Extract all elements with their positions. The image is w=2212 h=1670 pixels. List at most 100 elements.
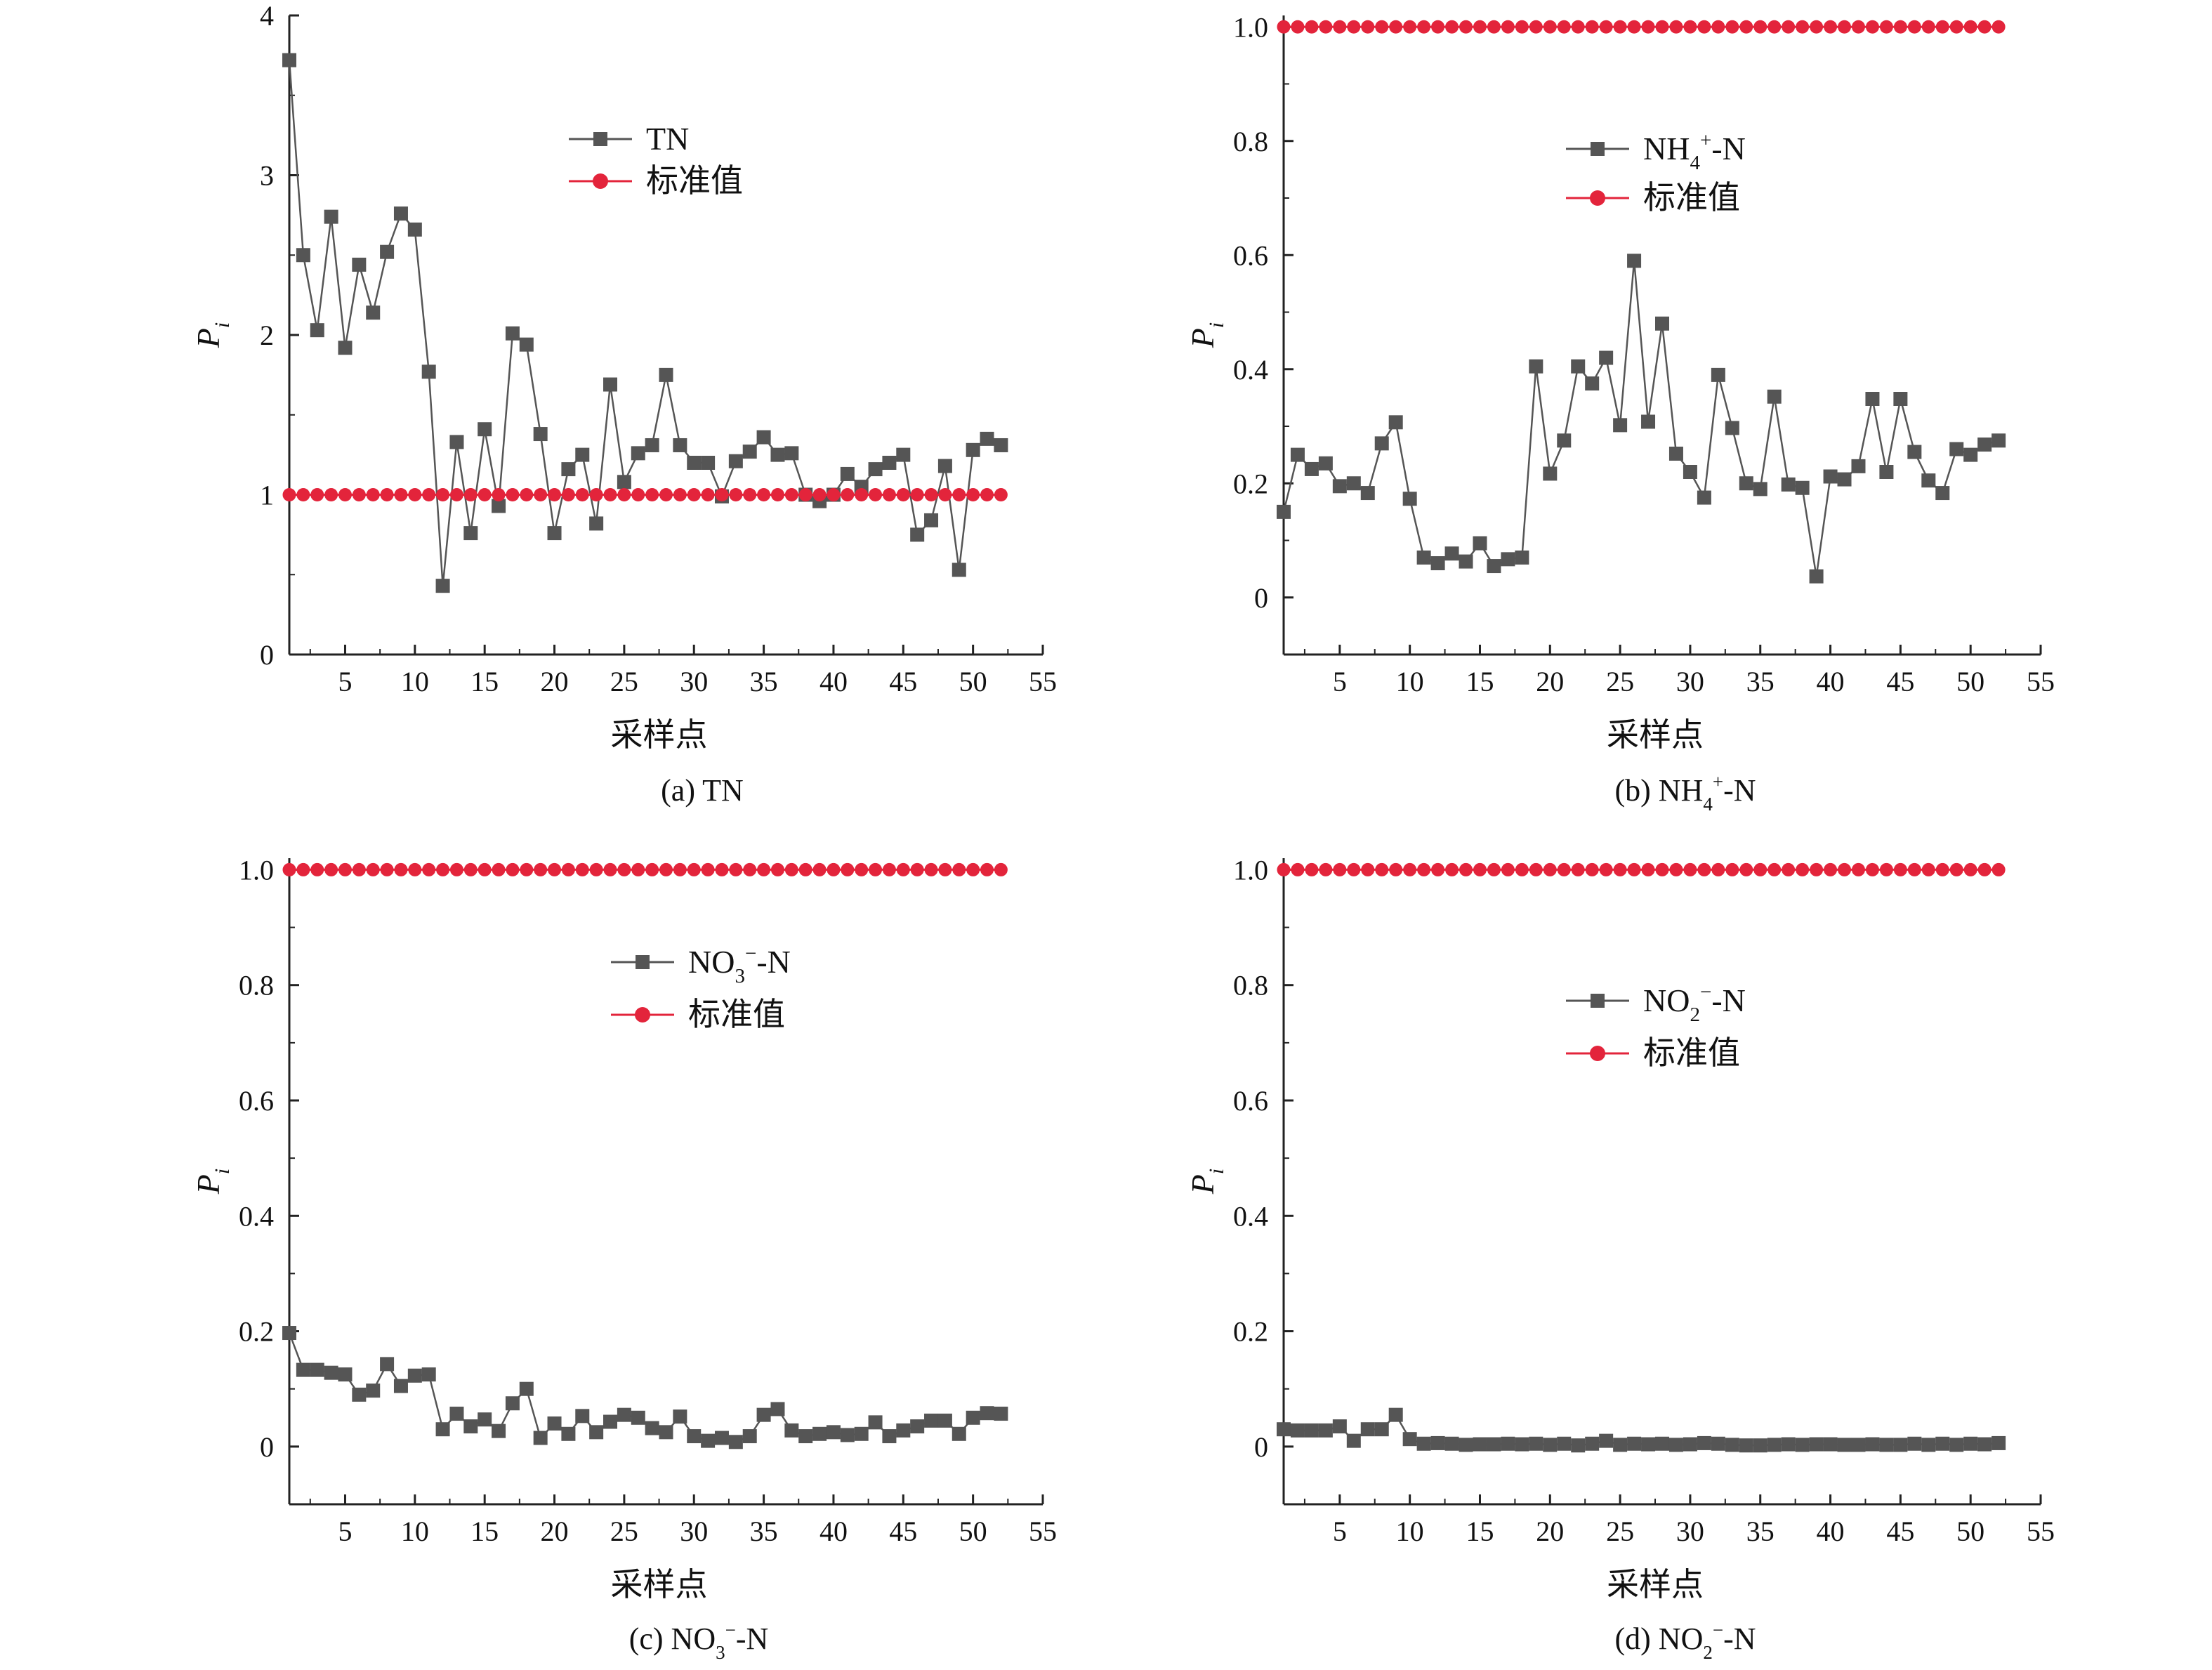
data-point <box>338 1367 353 1382</box>
data-point <box>1360 486 1375 501</box>
data-point <box>882 456 897 470</box>
data-point <box>841 488 855 501</box>
x-tick-label: 30 <box>1676 1516 1704 1547</box>
data-point <box>742 1429 757 1444</box>
data-point <box>1430 556 1445 570</box>
data-point <box>1305 862 1319 876</box>
y-tick-label: 0 <box>260 639 274 671</box>
legend: NH4+-N 标准值 <box>1566 129 1746 216</box>
data-point <box>1501 20 1515 34</box>
data-point <box>798 1429 813 1444</box>
data-point <box>1753 1438 1767 1453</box>
data-point <box>1977 1437 1992 1452</box>
x-tick-label: 5 <box>1333 666 1347 697</box>
data-point <box>729 488 743 501</box>
data-point <box>1277 1422 1291 1437</box>
data-point <box>1416 1436 1431 1451</box>
text-part: -N <box>756 944 791 980</box>
text-part: -N <box>1723 773 1756 808</box>
y-axis-label-sub: i <box>211 322 234 328</box>
data-point <box>1444 1436 1459 1451</box>
data-point <box>1487 20 1501 34</box>
data-point <box>534 488 548 501</box>
data-point <box>1388 1407 1403 1422</box>
text-part: 标准值 <box>688 997 785 1032</box>
x-tick-label: 40 <box>1817 1516 1845 1547</box>
chart-panel-d: 5 10 15 20 25 30 35 40 45 50 55 0 0.2 0.4 0.6 0.8 1.0 采样点… <box>1185 854 2055 1663</box>
data-point <box>1683 1437 1697 1452</box>
data-point <box>757 862 771 876</box>
superscript: − <box>725 1619 736 1641</box>
y-tick-label: 0.4 <box>1233 354 1268 386</box>
series-1 <box>1277 20 2006 34</box>
data-point <box>1290 447 1305 462</box>
x-axis-label: 采样点 <box>1607 1567 1704 1603</box>
legend: NO3−-N 标准值 <box>611 942 791 1032</box>
data-point <box>896 862 910 876</box>
data-point <box>882 1429 897 1444</box>
data-point <box>1697 1435 1711 1450</box>
legend-label: 标准值 <box>1643 180 1740 216</box>
data-point <box>1318 456 1333 471</box>
legend: TN 标准值 <box>569 121 743 199</box>
data-point <box>1949 862 1963 876</box>
data-point <box>1459 862 1473 876</box>
subscript: 2 <box>1703 1642 1713 1663</box>
y-tick-label: 0.6 <box>1233 1085 1268 1117</box>
data-point <box>1921 20 1935 34</box>
data-point <box>1711 1436 1725 1451</box>
data-point <box>924 488 938 501</box>
data-point <box>589 516 604 531</box>
x-tick-label: 55 <box>1029 1516 1057 1547</box>
data-point <box>673 862 687 876</box>
data-point <box>1753 20 1767 34</box>
data-point <box>1823 469 1838 484</box>
data-point <box>1613 1438 1628 1452</box>
data-point <box>1669 20 1683 34</box>
data-point <box>980 862 994 876</box>
data-point <box>603 862 617 876</box>
x-tick-label: 10 <box>401 666 429 697</box>
data-point <box>1417 862 1431 876</box>
data-point <box>714 1431 729 1445</box>
data-point <box>1402 1432 1417 1447</box>
data-point <box>1430 1435 1445 1450</box>
data-point <box>1992 862 2006 876</box>
subscript: 4 <box>1703 794 1713 815</box>
data-point <box>505 326 520 341</box>
data-point <box>1585 20 1599 34</box>
data-point <box>1543 466 1558 481</box>
data-point <box>1795 1438 1810 1452</box>
panel-caption: (d) NO2−-N <box>1614 1619 1756 1663</box>
x-tick-label: 15 <box>1466 666 1494 697</box>
data-point <box>296 1362 310 1377</box>
legend: NO2−-N 标准值 <box>1566 981 1746 1071</box>
data-point <box>547 1416 562 1431</box>
data-point <box>729 862 743 876</box>
data-point <box>1655 20 1669 34</box>
x-tick-label: 45 <box>1886 666 1914 697</box>
data-point <box>882 488 896 501</box>
y-tick-label: 3 <box>260 160 274 192</box>
y-axis-label-main: P <box>190 1174 226 1195</box>
x-tick-label: 15 <box>1466 1516 1494 1547</box>
data-point <box>1290 1423 1305 1438</box>
data-point <box>561 462 576 477</box>
panel-caption: (c) NO3−-N <box>629 1619 769 1663</box>
x-tick-label: 40 <box>819 666 848 697</box>
x-tick-label: 10 <box>1396 1516 1424 1547</box>
data-point <box>1879 465 1894 479</box>
data-point <box>1417 20 1431 34</box>
x-tick-label: 40 <box>819 1516 848 1547</box>
x-tick-label: 5 <box>1333 1516 1347 1547</box>
data-point <box>827 488 841 501</box>
data-point <box>840 466 855 481</box>
data-point <box>296 862 310 876</box>
data-point <box>617 1407 631 1422</box>
data-point <box>937 1413 952 1428</box>
x-tick-label: 50 <box>1956 666 1984 697</box>
data-point <box>352 862 366 876</box>
data-point <box>324 488 338 501</box>
data-point <box>603 1414 618 1429</box>
data-point <box>1753 862 1767 876</box>
